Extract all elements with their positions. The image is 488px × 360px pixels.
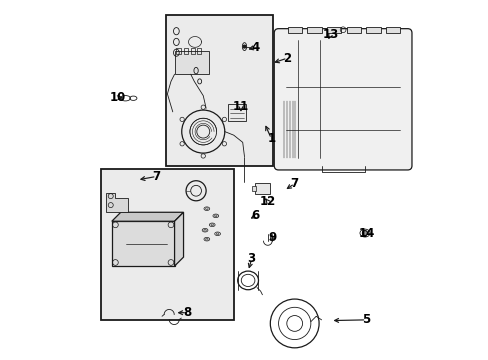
Text: 1: 1 xyxy=(267,132,275,145)
Bar xyxy=(174,51,208,74)
Text: 10: 10 xyxy=(110,91,126,104)
Bar xyxy=(165,15,273,166)
Circle shape xyxy=(362,230,367,235)
Bar xyxy=(228,104,245,121)
Circle shape xyxy=(243,45,245,48)
Bar xyxy=(255,183,269,194)
Bar xyxy=(183,48,187,54)
Text: 9: 9 xyxy=(267,231,276,244)
Bar xyxy=(287,27,301,33)
Bar xyxy=(386,27,400,33)
Polygon shape xyxy=(174,212,183,266)
Bar xyxy=(346,27,360,33)
Bar xyxy=(252,186,255,192)
Text: 14: 14 xyxy=(358,227,374,240)
Text: 8: 8 xyxy=(183,306,191,319)
Text: 13: 13 xyxy=(322,28,338,41)
Bar xyxy=(326,27,341,33)
Text: 4: 4 xyxy=(251,41,259,54)
Bar xyxy=(112,221,174,266)
FancyBboxPatch shape xyxy=(274,29,411,170)
Text: 5: 5 xyxy=(362,313,370,327)
Bar xyxy=(190,48,195,54)
Text: 7: 7 xyxy=(290,177,298,190)
Text: 11: 11 xyxy=(232,100,248,113)
Polygon shape xyxy=(106,193,128,212)
Text: 7: 7 xyxy=(152,170,161,183)
Bar xyxy=(197,48,201,54)
Text: 2: 2 xyxy=(283,51,291,64)
Polygon shape xyxy=(112,212,183,221)
Bar xyxy=(101,169,233,320)
Bar xyxy=(366,27,380,33)
Bar xyxy=(176,48,180,54)
Text: 3: 3 xyxy=(247,252,255,265)
Text: 6: 6 xyxy=(251,210,259,222)
Bar xyxy=(306,27,321,33)
Text: 12: 12 xyxy=(259,195,275,208)
